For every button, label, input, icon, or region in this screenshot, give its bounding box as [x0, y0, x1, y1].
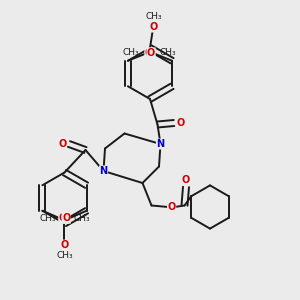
- Text: O: O: [60, 240, 69, 250]
- Text: N: N: [99, 166, 108, 176]
- Text: CH₃: CH₃: [122, 48, 139, 57]
- Text: CH₃: CH₃: [159, 48, 176, 57]
- Text: CH₃: CH₃: [73, 214, 90, 223]
- Text: CH₃: CH₃: [56, 251, 73, 260]
- Text: O: O: [150, 22, 158, 32]
- Text: O: O: [167, 202, 176, 212]
- Text: CH₃: CH₃: [39, 214, 56, 223]
- Text: O: O: [58, 139, 67, 149]
- Text: O: O: [182, 175, 190, 185]
- Text: CH₃: CH₃: [146, 12, 162, 21]
- Text: N: N: [156, 139, 165, 149]
- Text: O: O: [147, 48, 155, 58]
- Text: O: O: [176, 118, 185, 128]
- Text: O: O: [145, 48, 153, 58]
- Text: O: O: [59, 213, 67, 223]
- Text: O: O: [62, 213, 70, 223]
